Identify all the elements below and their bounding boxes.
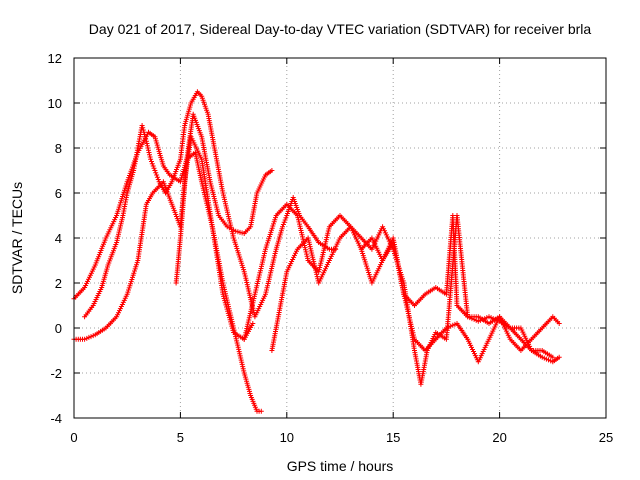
series-markers — [269, 224, 562, 365]
series-markers — [71, 129, 264, 414]
axis-ticks: 0 5 10 15 20 25 -4 -2 0 2 4 6 8 10 12 — [48, 51, 614, 445]
y-tick-label: -4 — [50, 411, 62, 426]
series-path — [73, 131, 262, 412]
series-markers — [358, 213, 556, 360]
x-tick-label: 10 — [280, 430, 294, 445]
y-tick-label: 10 — [48, 96, 62, 111]
series-track-7 — [358, 213, 556, 360]
y-tick-label: 0 — [55, 321, 62, 336]
x-tick-label: 25 — [599, 430, 613, 445]
x-tick-label: 5 — [177, 430, 184, 445]
x-tick-label: 20 — [492, 430, 506, 445]
series-markers — [82, 89, 339, 320]
series-track-1 — [71, 129, 264, 414]
series-markers — [173, 111, 275, 286]
y-tick-label: 6 — [55, 186, 62, 201]
series-track-5 — [269, 224, 562, 365]
y-tick-label: -2 — [50, 366, 62, 381]
x-tick-label: 15 — [386, 430, 400, 445]
x-axis-label: GPS time / hours — [287, 458, 394, 474]
grid-lines — [74, 58, 606, 418]
y-tick-label: 2 — [55, 276, 62, 291]
y-axis-label: SDTVAR / TECUs — [9, 182, 25, 294]
data-series — [71, 89, 562, 414]
x-tick-label: 0 — [70, 430, 77, 445]
y-tick-label: 12 — [48, 51, 62, 66]
series-track-3 — [82, 89, 339, 320]
series-track-4 — [173, 111, 275, 286]
chart-title: Day 021 of 2017, Sidereal Day-to-day VTE… — [89, 21, 592, 37]
y-tick-label: 4 — [55, 231, 62, 246]
y-tick-label: 8 — [55, 141, 62, 156]
